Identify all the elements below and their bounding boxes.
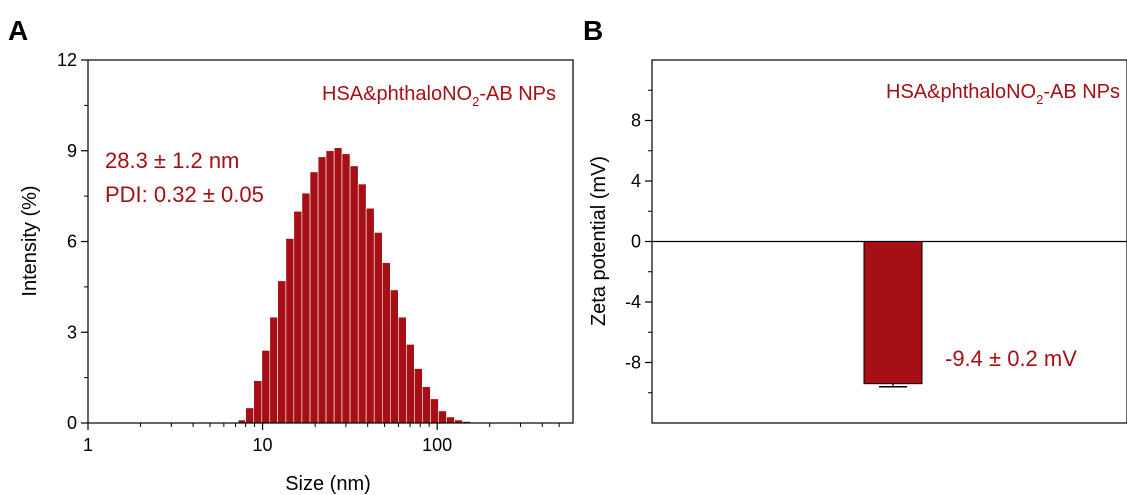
y-tick-label-b: 4 <box>631 171 641 191</box>
y-axis-title-b: Zeta potential (mV) <box>588 156 610 326</box>
histogram-bar <box>301 192 311 424</box>
y-tick-label-b: -8 <box>625 353 641 373</box>
histogram-bar <box>438 410 447 424</box>
histogram-bar <box>269 316 278 424</box>
panel-a-label: A <box>8 15 28 46</box>
histogram-bar <box>389 289 399 424</box>
y-axis-title-a: Intensity (%) <box>19 185 41 296</box>
y-tick-label-b: 8 <box>631 111 641 131</box>
histogram-bar <box>341 153 351 424</box>
histogram-bar <box>446 416 455 424</box>
zeta-bars <box>863 241 923 388</box>
sample-legend-b: HSA&phthaloNO2-AB NPs <box>886 81 1120 107</box>
histogram-bar <box>261 350 271 424</box>
histogram-bars <box>237 147 471 424</box>
histogram-bar <box>365 207 375 424</box>
axis-ticks-b: -8 -4 0 4 8 <box>625 89 652 394</box>
y-tick-label-a: 3 <box>67 322 77 342</box>
histogram-bar <box>293 210 303 424</box>
zeta-bar <box>863 241 923 385</box>
y-tick-label-a: 6 <box>67 232 77 252</box>
x-tick-label-a: 1 <box>83 435 93 455</box>
axis-ticks-a: 0 3 6 9 12 1 10 100 <box>57 50 560 455</box>
zeta-annotation: -9.4 ± 0.2 mV <box>945 346 1077 371</box>
x-tick-label-a: 100 <box>422 435 452 455</box>
histogram-bar <box>285 238 295 424</box>
histogram-bar <box>414 368 423 424</box>
histogram-bar <box>333 147 343 424</box>
histogram-bar <box>245 407 255 424</box>
x-axis-title-a: Size (nm) <box>285 473 371 495</box>
histogram-bar <box>422 386 431 424</box>
histogram-bar <box>430 398 439 424</box>
histogram-bar <box>381 262 391 424</box>
y-tick-label-a: 0 <box>67 413 77 433</box>
size-annotation: 28.3 ± 1.2 nm <box>105 148 239 173</box>
histogram-bar <box>277 280 287 424</box>
histogram-bar <box>397 316 407 424</box>
panel-b: B -8 -4 0 4 8 Zeta potential (mV) HSA&phthal… <box>583 15 1127 424</box>
histogram-bar <box>309 171 319 424</box>
y-tick-label-b: -4 <box>625 292 641 312</box>
histogram-bar <box>357 183 367 424</box>
panel-a: A 0 3 6 9 12 1 10 100 Size (nm) Intensity (%) H… <box>8 15 574 495</box>
histogram-bar <box>349 165 359 424</box>
histogram-bar <box>317 156 327 424</box>
x-tick-label-a: 10 <box>253 435 273 455</box>
histogram-bar <box>325 150 335 424</box>
y-tick-label-a: 9 <box>67 141 77 161</box>
pdi-annotation: PDI: 0.32 ± 0.05 <box>105 182 264 207</box>
sample-legend-a: HSA&phthaloNO2-AB NPs <box>322 83 556 109</box>
panel-b-label: B <box>583 15 603 46</box>
y-tick-label-a: 12 <box>57 50 77 70</box>
histogram-bar <box>406 344 415 424</box>
histogram-bar <box>253 380 263 424</box>
histogram-bar <box>373 232 383 424</box>
y-tick-label-b: 0 <box>631 232 641 252</box>
